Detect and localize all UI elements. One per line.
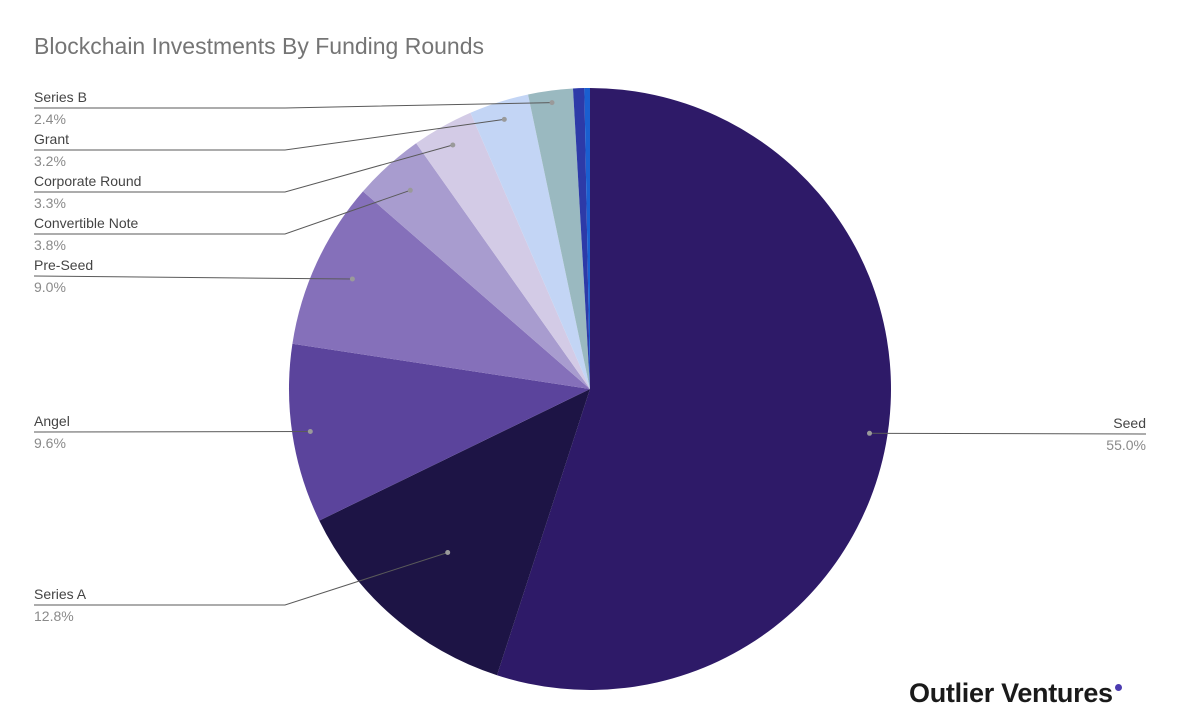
pie-slice-series-a	[319, 389, 590, 676]
leader-line-convertible-note	[34, 189, 411, 235]
slice-labels: Seed 55.0% Series A 12.8% Angel 9.6% Pre-Seed 9…	[34, 89, 1146, 624]
pie-slice-pre-seed	[292, 191, 590, 389]
pie-slice-seed	[496, 88, 891, 690]
slice-label-corporate-round: Corporate Round	[34, 173, 141, 189]
leader-line-angel	[33, 431, 311, 433]
slice-label-pre-seed: Pre-Seed	[34, 257, 93, 273]
slice-label-convertible-note: Convertible Note	[34, 215, 138, 231]
slice-value-angel: 9.6%	[34, 435, 66, 451]
leader-dot-corporate-round	[450, 142, 456, 148]
slice-value-series-a: 12.8%	[34, 608, 74, 624]
leader-line-series-a	[34, 552, 448, 606]
brand-dot-icon	[1114, 684, 1122, 691]
slice-label-series-a: Series A	[34, 586, 87, 602]
slice-label-seed: Seed	[1113, 415, 1146, 431]
brand-name: Outlier Ventures	[909, 678, 1113, 708]
leader-line-seed	[869, 432, 1147, 435]
slice-label-series-b: Series B	[34, 89, 87, 105]
leader-line-grant	[34, 118, 505, 151]
leader-lines	[33, 100, 1147, 606]
leader-dot-angel	[307, 429, 313, 434]
leader-dot-series-a	[445, 550, 451, 555]
leader-line-series-b	[34, 102, 553, 109]
slice-value-grant: 3.2%	[34, 153, 66, 169]
slice-label-angel: Angel	[34, 413, 70, 429]
pie-slice-convertible-note	[362, 143, 590, 389]
pie-slice-angel	[289, 343, 590, 521]
slice-value-corporate-round: 3.3%	[34, 195, 66, 211]
pie-slice-grant	[470, 94, 590, 389]
slice-label-grant: Grant	[34, 131, 69, 147]
slice-value-seed: 55.0%	[1106, 437, 1146, 453]
leader-dot-pre-seed	[349, 276, 355, 282]
pie-slices	[289, 87, 891, 690]
leader-line-pre-seed	[33, 275, 353, 280]
leader-dot-grant	[501, 116, 507, 122]
pie-slice-corporate-round	[416, 112, 590, 389]
slice-value-series-b: 2.4%	[34, 111, 66, 127]
pie-slice-other-9	[584, 87, 590, 390]
brand-logo: Outlier Ventures	[909, 678, 1122, 709]
leader-dot-seed	[867, 430, 872, 436]
pie-slice-series-b	[528, 88, 590, 389]
chart-title: Blockchain Investments By Funding Rounds	[34, 33, 485, 59]
leader-dot-series-b	[549, 100, 555, 106]
slice-value-pre-seed: 9.0%	[34, 279, 66, 295]
pie-slice-other-8	[572, 88, 590, 390]
leader-line-corporate-round	[34, 144, 453, 193]
leader-dot-convertible-note	[407, 187, 413, 193]
slice-value-convertible-note: 3.8%	[34, 237, 66, 253]
